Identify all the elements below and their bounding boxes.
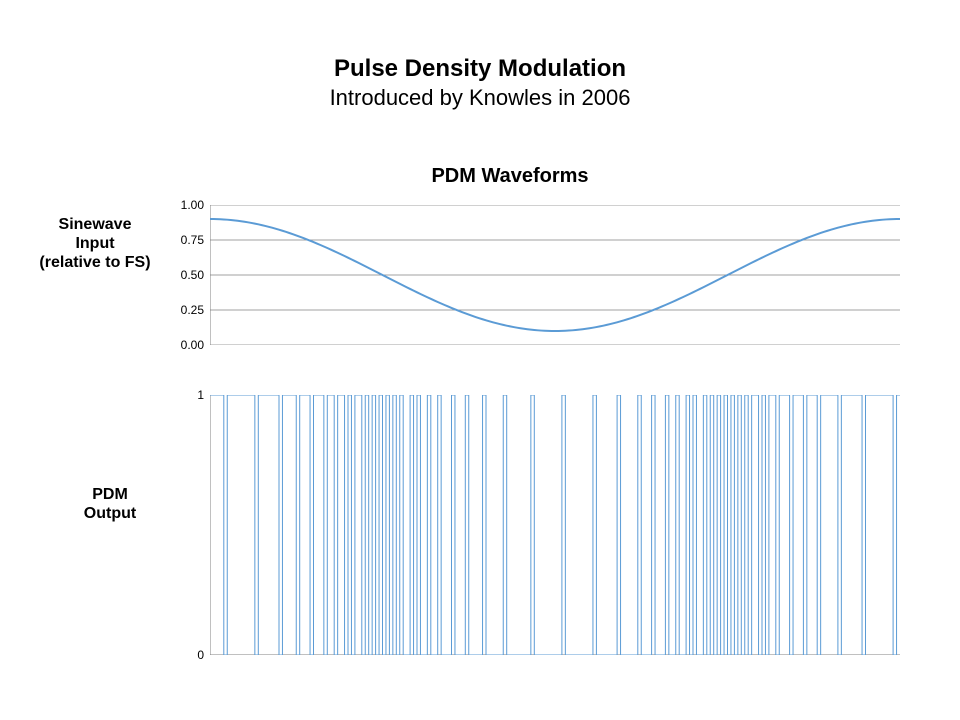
main-title: Pulse Density Modulation <box>0 55 960 83</box>
sinewave-y-ticks: 0.000.250.500.751.00 <box>168 205 208 345</box>
sinewave-axis-label-line2: Input <box>75 235 114 252</box>
sinewave-axis-label: Sinewave Input (relative to FS) <box>20 215 170 273</box>
pdm-axis-label: PDM Output <box>50 485 170 523</box>
sinewave-axis-label-line1: Sinewave <box>59 216 132 233</box>
sinewave-chart <box>210 205 900 345</box>
pdm-chart <box>210 395 900 655</box>
pdm-axis-label-line1: PDM <box>92 486 128 503</box>
sinewave-axis-label-line3: (relative to FS) <box>39 254 150 271</box>
pdm-axis-label-line2: Output <box>84 505 136 522</box>
pdm-y-ticks: 10 <box>168 395 208 655</box>
sub-title: Introduced by Knowles in 2006 <box>0 85 960 111</box>
page: Pulse Density Modulation Introduced by K… <box>0 0 960 720</box>
chart-title: PDM Waveforms <box>0 165 960 188</box>
pdm-line <box>210 395 900 655</box>
sinewave-grid <box>210 205 900 345</box>
